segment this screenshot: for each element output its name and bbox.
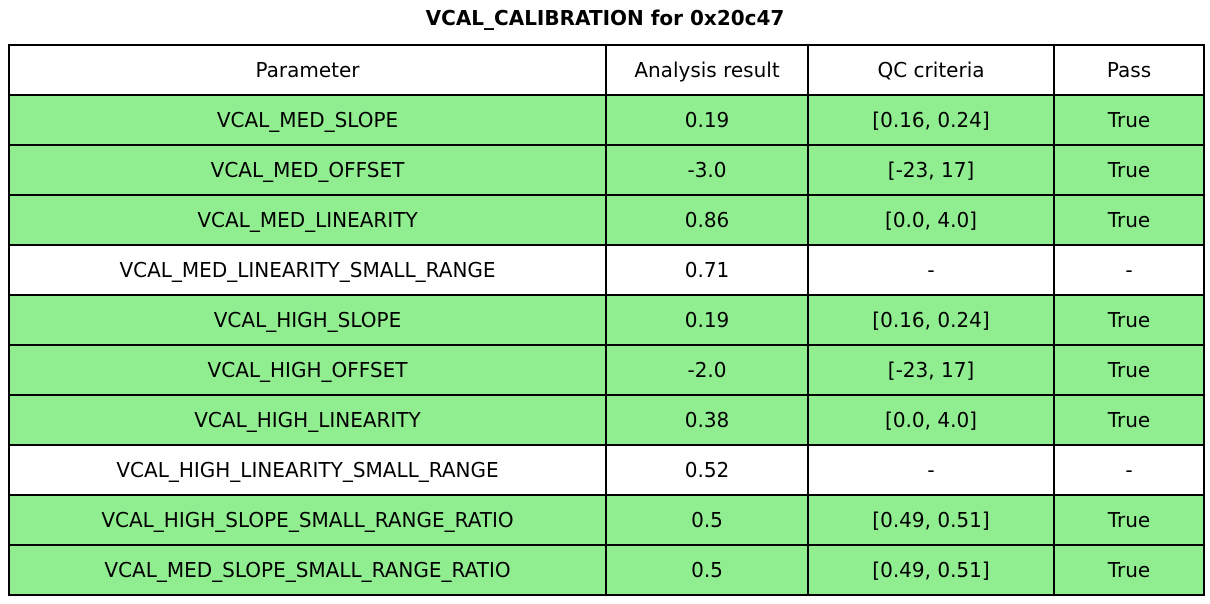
cell-pass: - (1053, 244, 1205, 296)
cell-qc-criteria: [0.16, 0.24] (807, 94, 1055, 146)
cell-analysis-result: 0.52 (605, 444, 809, 496)
cell-qc-criteria: [0.16, 0.24] (807, 294, 1055, 346)
cell-qc-criteria: [0.49, 0.51] (807, 494, 1055, 546)
table-row: VCAL_HIGH_OFFSET -2.0 [-23, 17] True (8, 344, 1205, 396)
cell-parameter: VCAL_MED_SLOPE_SMALL_RANGE_RATIO (8, 544, 607, 596)
cell-qc-criteria: [-23, 17] (807, 144, 1055, 196)
cell-qc-criteria: [0.0, 4.0] (807, 194, 1055, 246)
cell-qc-criteria: - (807, 444, 1055, 496)
cell-parameter: VCAL_MED_SLOPE (8, 94, 607, 146)
cell-analysis-result: 0.19 (605, 94, 809, 146)
column-header-qc-criteria: QC criteria (807, 44, 1055, 96)
table-row: VCAL_HIGH_SLOPE_SMALL_RANGE_RATIO 0.5 [0.4… (8, 494, 1205, 546)
cell-parameter: VCAL_HIGH_LINEARITY_SMALL_RANGE (8, 444, 607, 496)
cell-qc-criteria: [0.49, 0.51] (807, 544, 1055, 596)
table-row: VCAL_HIGH_LINEARITY 0.38 [0.0, 4.0] True (8, 394, 1205, 446)
cell-pass: True (1053, 544, 1205, 596)
cell-pass: True (1053, 494, 1205, 546)
table-row: VCAL_MED_SLOPE_SMALL_RANGE_RATIO 0.5 [0.49… (8, 544, 1205, 596)
table-row: VCAL_HIGH_LINEARITY_SMALL_RANGE 0.52- - (8, 444, 1205, 496)
table-row: VCAL_MED_OFFSET -3.0 [-23, 17] True (8, 144, 1205, 196)
cell-pass: True (1053, 194, 1205, 246)
cell-analysis-result: 0.5 (605, 494, 809, 546)
cell-parameter: VCAL_MED_OFFSET (8, 144, 607, 196)
cell-parameter: VCAL_HIGH_LINEARITY (8, 394, 607, 446)
cell-pass: True (1053, 394, 1205, 446)
cell-qc-criteria: - (807, 244, 1055, 296)
cell-parameter: VCAL_MED_LINEARITY_SMALL_RANGE (8, 244, 607, 296)
table-body: VCAL_MED_SLOPE 0.19 [0.16, 0.24] True VCAL_M… (8, 94, 1205, 596)
table-row: VCAL_MED_SLOPE 0.19 [0.16, 0.24] True (8, 94, 1205, 146)
table-row: VCAL_MED_LINEARITY_SMALL_RANGE 0.71- - (8, 244, 1205, 296)
column-header-analysis-result: Analysis result (605, 44, 809, 96)
cell-parameter: VCAL_HIGH_SLOPE (8, 294, 607, 346)
cell-parameter: VCAL_HIGH_OFFSET (8, 344, 607, 396)
page-title: VCAL_CALIBRATION for 0x20c47 (425, 6, 785, 30)
cell-pass: - (1053, 444, 1205, 496)
cell-analysis-result: -3.0 (605, 144, 809, 196)
cell-pass: True (1053, 294, 1205, 346)
cell-analysis-result: 0.86 (605, 194, 809, 246)
table-row: VCAL_MED_LINEARITY 0.86 [0.0, 4.0] True (8, 194, 1205, 246)
cell-analysis-result: 0.5 (605, 544, 809, 596)
cell-qc-criteria: [0.0, 4.0] (807, 394, 1055, 446)
cell-analysis-result: 0.71 (605, 244, 809, 296)
cell-analysis-result: -2.0 (605, 344, 809, 396)
cell-analysis-result: 0.38 (605, 394, 809, 446)
cell-pass: True (1053, 344, 1205, 396)
cell-qc-criteria: [-23, 17] (807, 344, 1055, 396)
cell-analysis-result: 0.19 (605, 294, 809, 346)
cell-parameter: VCAL_MED_LINEARITY (8, 194, 607, 246)
header-row: Parameter Analysis result QC criteria Pa… (8, 44, 1205, 96)
qc-table: Parameter Analysis result QC criteria Pa… (8, 44, 1205, 596)
cell-parameter: VCAL_HIGH_SLOPE_SMALL_RANGE_RATIO (8, 494, 607, 546)
cell-pass: True (1053, 144, 1205, 196)
column-header-pass: Pass (1053, 44, 1205, 96)
column-header-parameter: Parameter (8, 44, 607, 96)
table-row: VCAL_HIGH_SLOPE 0.19 [0.16, 0.24] True (8, 294, 1205, 346)
cell-pass: True (1053, 94, 1205, 146)
